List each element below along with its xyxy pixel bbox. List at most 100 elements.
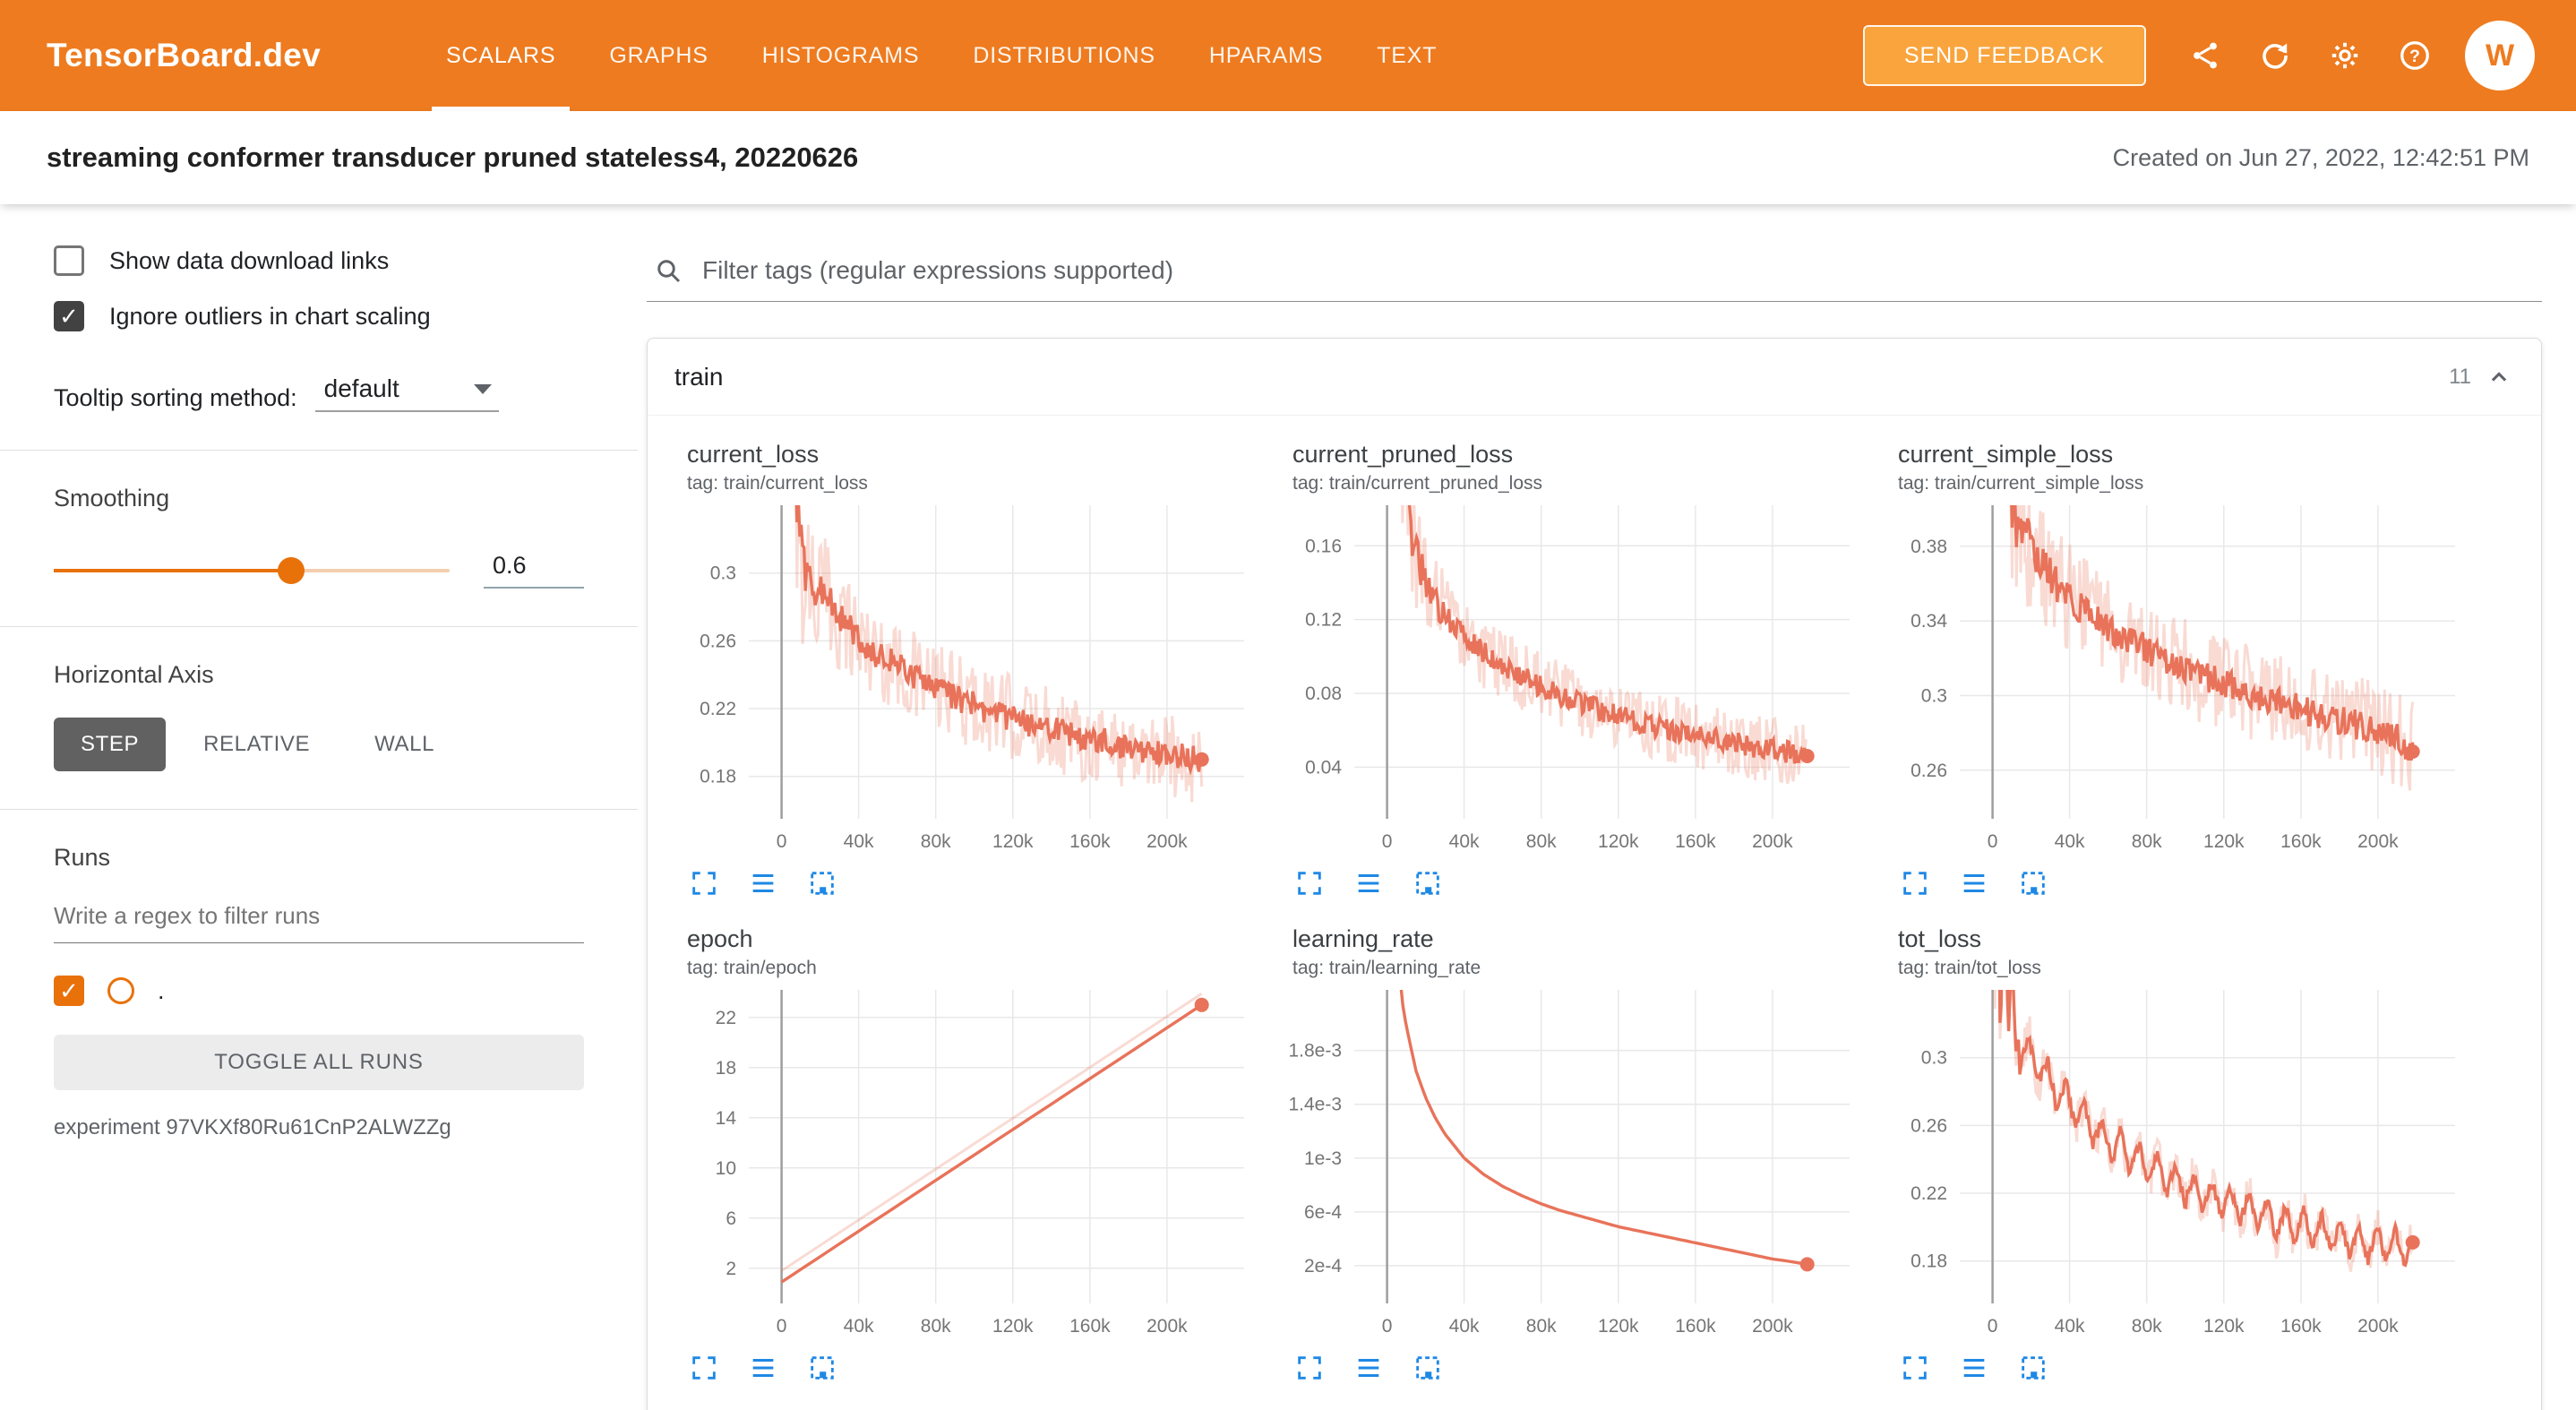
svg-text:80k: 80k (921, 831, 951, 852)
run-checkbox[interactable] (54, 976, 84, 1006)
settings-sidebar: Show data download links Ignore outliers… (0, 204, 638, 1410)
runs-list-icon[interactable] (748, 1353, 778, 1383)
svg-text:10: 10 (716, 1158, 736, 1179)
show-download-links-row[interactable]: Show data download links (54, 245, 584, 276)
help-icon[interactable]: ? (2395, 36, 2434, 75)
run-row[interactable]: . (54, 976, 584, 1006)
chart-card-tot_loss: tot_loss tag: train/tot_loss 0.18 0.22 0.26 0… (1875, 925, 2480, 1383)
svg-text:18: 18 (716, 1058, 736, 1079)
user-avatar[interactable]: W (2465, 21, 2535, 90)
svg-text:200k: 200k (1752, 1316, 1793, 1337)
fit-domain-icon[interactable] (1413, 868, 1443, 898)
chart-plot[interactable]: 0.26 0.3 0.34 0.38 0 40k 80k 120k 160k 200k (1875, 498, 2466, 858)
chart-plot[interactable]: 0.04 0.08 0.12 0.16 0 40k 80k 120k 160k 200k (1269, 498, 1860, 858)
show-download-links-checkbox[interactable] (54, 245, 84, 276)
fit-domain-icon[interactable] (2018, 1353, 2048, 1383)
svg-text:80k: 80k (1526, 831, 1557, 852)
expand-chart-icon[interactable] (1294, 1353, 1325, 1383)
chart-plot[interactable]: 0.18 0.22 0.26 0.3 0 40k 80k 120k 160k 200k (1875, 983, 2466, 1343)
settings-icon[interactable] (2325, 36, 2365, 75)
tab-graphs[interactable]: GRAPHS (609, 42, 708, 68)
tag-group-header[interactable]: train 11 (648, 339, 2541, 416)
chart-tag: tag: train/learning_rate (1292, 958, 1481, 978)
fit-domain-icon[interactable] (1413, 1353, 1443, 1383)
chart-card-current_loss: current_loss tag: train/current_loss 0.18 0… (664, 441, 1269, 898)
smoothing-slider[interactable] (54, 556, 450, 584)
svg-text:0: 0 (1382, 1316, 1393, 1337)
axis-step-button[interactable]: STEP (54, 718, 167, 771)
chart-card-epoch: epoch tag: train/epoch 2 6 10 14 18 22 0 40k 80k 12… (664, 925, 1269, 1383)
runs-list-icon[interactable] (748, 868, 778, 898)
run-color-swatch (107, 977, 134, 1004)
runs-list-icon[interactable] (1959, 868, 1989, 898)
svg-text:0.3: 0.3 (1921, 686, 1947, 707)
chart-tag: tag: train/epoch (687, 958, 817, 978)
fit-domain-icon[interactable] (807, 1353, 837, 1383)
svg-text:80k: 80k (2132, 1316, 2162, 1337)
svg-text:200k: 200k (1146, 1316, 1188, 1337)
experiment-titlebar: streaming conformer transducer pruned st… (0, 111, 2576, 204)
chart-tag: tag: train/current_loss (687, 473, 868, 494)
chart-tag: tag: train/tot_loss (1898, 958, 2041, 978)
svg-text:40k: 40k (844, 1316, 874, 1337)
chart-actions (689, 1353, 1269, 1383)
svg-text:0.16: 0.16 (1305, 536, 1342, 556)
tab-histograms[interactable]: HISTOGRAMS (761, 42, 920, 68)
smoothing-value[interactable]: 0.6 (484, 552, 584, 589)
chevron-up-icon[interactable] (2484, 362, 2514, 392)
fit-domain-icon[interactable] (807, 868, 837, 898)
refresh-icon[interactable] (2255, 36, 2295, 75)
runs-regex-input[interactable] (54, 895, 584, 943)
tag-group-title: train (674, 362, 724, 391)
svg-text:120k: 120k (1598, 831, 1639, 852)
run-name: . (158, 976, 165, 1004)
ignore-outliers-row[interactable]: Ignore outliers in chart scaling (54, 301, 584, 331)
tooltip-sort-select[interactable]: default (314, 373, 499, 412)
expand-chart-icon[interactable] (1900, 1353, 1930, 1383)
tab-text[interactable]: TEXT (1377, 42, 1438, 68)
tooltip-sort-value: default (323, 374, 399, 402)
svg-text:120k: 120k (2203, 1316, 2245, 1337)
fit-domain-icon[interactable] (2018, 868, 2048, 898)
runs-list-icon[interactable] (1353, 1353, 1384, 1383)
slider-fill (54, 568, 292, 572)
tab-hparams[interactable]: HPARAMS (1208, 42, 1324, 68)
filter-tags-input[interactable] (702, 256, 2535, 285)
app-header: TensorBoard.dev SCALARS GRAPHS HISTOGRAM… (0, 0, 2576, 111)
app-logo[interactable]: TensorBoard.dev (47, 37, 322, 73)
chart-plot[interactable]: 2e-4 6e-4 1e-3 1.4e-3 1.8e-3 0 40k 80k 120k 160k 2… (1269, 983, 1860, 1343)
chart-plot[interactable]: 0.18 0.22 0.26 0.3 0 40k 80k 120k 160k 200k (664, 498, 1255, 858)
svg-text:0: 0 (777, 831, 787, 852)
runs-list-icon[interactable] (1959, 1353, 1989, 1383)
expand-chart-icon[interactable] (689, 1353, 719, 1383)
svg-text:200k: 200k (2357, 831, 2399, 852)
expand-chart-icon[interactable] (1900, 868, 1930, 898)
ignore-outliers-checkbox[interactable] (54, 301, 84, 331)
svg-text:0.18: 0.18 (1911, 1251, 1947, 1272)
tab-distributions[interactable]: DISTRIBUTIONS (973, 42, 1155, 68)
svg-text:0.3: 0.3 (1921, 1048, 1947, 1069)
tag-group-train: train 11 current_loss tag: train/current_… (647, 338, 2542, 1410)
axis-relative-button[interactable]: RELATIVE (176, 718, 337, 771)
send-feedback-button[interactable]: SEND FEEDBACK (1862, 25, 2146, 86)
share-icon[interactable] (2185, 36, 2225, 75)
svg-text:0.12: 0.12 (1305, 610, 1342, 631)
chart-title: current_pruned_loss (1292, 441, 1514, 468)
experiment-title: streaming conformer transducer pruned st… (47, 142, 859, 173)
expand-chart-icon[interactable] (1294, 868, 1325, 898)
experiment-id: experiment 97VKXf80Ru61CnP2ALWZZg (54, 1115, 451, 1139)
chart-actions (1294, 1353, 1875, 1383)
svg-text:160k: 160k (2280, 1316, 2322, 1337)
svg-text:?: ? (2409, 47, 2420, 66)
tooltip-sort-label: Tooltip sorting method: (54, 384, 297, 411)
slider-thumb[interactable] (278, 556, 305, 584)
svg-text:120k: 120k (992, 1316, 1034, 1337)
axis-wall-button[interactable]: WALL (348, 718, 461, 771)
expand-chart-icon[interactable] (689, 868, 719, 898)
toggle-all-runs-button[interactable]: TOGGLE ALL RUNS (54, 1035, 584, 1090)
svg-text:80k: 80k (921, 1316, 951, 1337)
chart-plot[interactable]: 2 6 10 14 18 22 0 40k 80k 120k 160k 200k (664, 983, 1255, 1343)
runs-list-icon[interactable] (1353, 868, 1384, 898)
chart-actions (1294, 868, 1875, 898)
tab-scalars[interactable]: SCALARS (419, 0, 582, 111)
